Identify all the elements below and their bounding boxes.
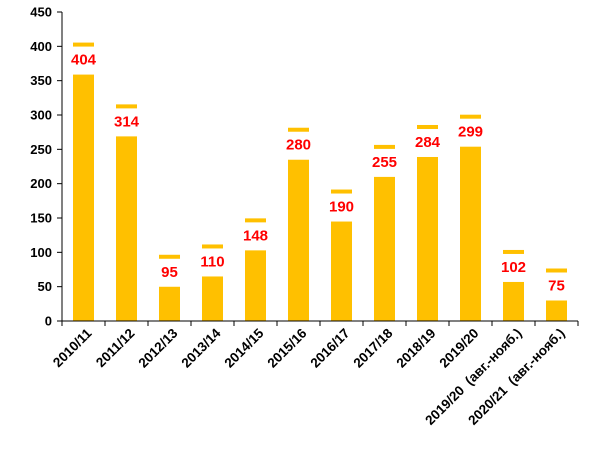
data-label-background	[496, 255, 531, 277]
x-tick-label: 2016/17	[307, 326, 352, 371]
x-tick-label: 2018/19	[393, 326, 438, 371]
bar	[159, 286, 180, 321]
y-tick-label: 300	[30, 108, 52, 123]
bar-cap	[73, 42, 94, 47]
data-label-background	[66, 48, 101, 70]
data-label-background	[109, 110, 144, 132]
data-label: 255	[372, 154, 397, 171]
bar	[417, 156, 438, 321]
data-label: 299	[458, 124, 483, 141]
x-tick-label: 2010/11	[50, 325, 95, 370]
bar-cap	[503, 249, 524, 254]
data-labels: 404 314 95 110 148 280 190 255 284 299 102 75	[66, 48, 570, 296]
x-tick-label: 2015/16	[264, 325, 309, 370]
bar	[331, 221, 352, 321]
bar-cap	[417, 124, 438, 129]
data-label-background	[543, 274, 570, 296]
bar	[503, 281, 524, 321]
data-label: 75	[548, 278, 565, 295]
bar	[202, 276, 223, 321]
bar-cap	[159, 254, 180, 259]
data-label: 102	[501, 259, 526, 276]
y-tick-label: 400	[30, 39, 52, 54]
data-label: 284	[415, 134, 441, 151]
data-label: 95	[161, 264, 178, 281]
bar-cap	[546, 268, 567, 273]
bar-cap	[460, 114, 481, 119]
data-label: 280	[286, 137, 311, 154]
y-axis-ticks: 0 50 100 150 200 250 300 350 400 450	[30, 5, 62, 329]
bar-cap	[331, 189, 352, 194]
data-label: 190	[329, 199, 354, 216]
bar	[374, 176, 395, 321]
x-tick-label: 2017/18	[350, 325, 395, 370]
data-label: 404	[71, 52, 97, 69]
bar-cap	[202, 244, 223, 249]
bar	[116, 136, 137, 321]
bar	[288, 159, 309, 321]
x-axis-ticks: 2010/112011/122012/132013/142014/152015/…	[50, 321, 579, 428]
data-label: 110	[200, 253, 224, 270]
bar	[460, 146, 481, 321]
bar	[73, 74, 94, 321]
y-tick-label: 250	[30, 142, 52, 157]
data-label-background	[281, 133, 316, 155]
y-tick-label: 150	[30, 211, 52, 226]
bar	[546, 300, 567, 321]
data-label: 314	[114, 113, 140, 130]
y-tick-label: 450	[30, 5, 52, 20]
x-tick-label: 2012/13	[135, 325, 180, 370]
x-tick-label: 2014/15	[221, 325, 266, 370]
y-tick-label: 200	[30, 176, 52, 191]
y-tick-label: 350	[30, 73, 52, 88]
y-tick-label: 0	[45, 314, 52, 329]
bars	[73, 42, 567, 321]
bar-cap	[245, 218, 266, 223]
data-label-background	[156, 260, 183, 282]
bar-cap	[288, 127, 309, 132]
data-label-background	[367, 150, 402, 172]
data-label-background	[238, 224, 273, 246]
x-tick-label: 2013/14	[178, 325, 223, 370]
y-tick-label: 100	[30, 245, 52, 260]
bar	[245, 250, 266, 321]
data-label: 148	[243, 227, 268, 244]
bar-cap	[116, 104, 137, 109]
data-label-background	[453, 120, 488, 142]
y-tick-label: 50	[38, 279, 52, 294]
bar-cap	[374, 144, 395, 149]
data-label-background	[195, 250, 230, 272]
data-label-background	[410, 130, 445, 152]
x-tick-label: 2011/12	[93, 326, 138, 371]
data-label-background	[324, 195, 359, 217]
